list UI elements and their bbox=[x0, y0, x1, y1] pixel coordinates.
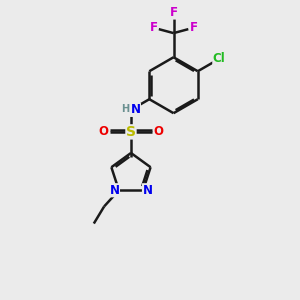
Text: F: F bbox=[169, 6, 178, 19]
Text: N: N bbox=[130, 103, 140, 116]
Text: O: O bbox=[98, 125, 108, 138]
Text: F: F bbox=[190, 21, 197, 34]
Text: N: N bbox=[142, 184, 152, 197]
Text: N: N bbox=[126, 103, 136, 116]
Text: F: F bbox=[150, 21, 158, 34]
Text: O: O bbox=[154, 125, 164, 138]
Text: H: H bbox=[126, 105, 136, 115]
Text: N: N bbox=[110, 184, 119, 197]
Text: H: H bbox=[122, 103, 130, 114]
Text: Cl: Cl bbox=[213, 52, 226, 65]
Text: S: S bbox=[126, 125, 136, 139]
